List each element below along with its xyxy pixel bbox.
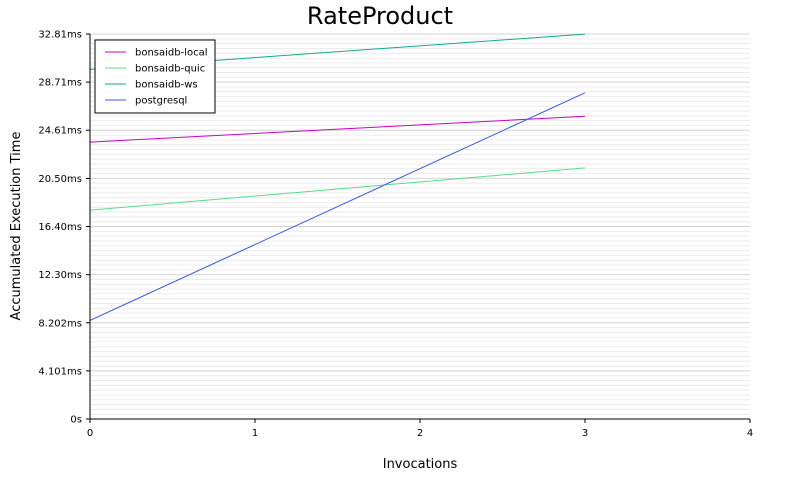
x-tick-label: 1 bbox=[252, 428, 258, 439]
legend-label-postgresql: postgresql bbox=[135, 96, 187, 107]
y-tick-label: 16.40ms bbox=[38, 222, 82, 233]
y-tick-label: 24.61ms bbox=[38, 126, 82, 137]
chart-title: RateProduct bbox=[307, 2, 453, 30]
legend-items: bonsaidb-local bonsaidb-quic bonsaidb-ws po… bbox=[105, 48, 208, 107]
y-tick-label: 4.101ms bbox=[38, 366, 82, 377]
x-tick-label: 4 bbox=[747, 428, 753, 439]
legend: bonsaidb-local bonsaidb-quic bonsaidb-ws po… bbox=[94, 39, 216, 114]
legend-label-bonsaidb-quic: bonsaidb-quic bbox=[135, 64, 205, 75]
tick-labels: 0s 4.101ms 8.202ms 12.30ms 16.40ms 20.50ms 24.… bbox=[38, 30, 753, 440]
y-tick-label: 28.71ms bbox=[38, 78, 82, 89]
y-tick-label: 20.50ms bbox=[38, 174, 82, 185]
y-tick-label: 8.202ms bbox=[38, 318, 82, 329]
y-tick-label: 0s bbox=[70, 415, 82, 426]
legend-label-bonsaidb-local: bonsaidb-local bbox=[135, 48, 208, 59]
x-tick-label: 2 bbox=[417, 428, 423, 439]
series-line-bonsaidb-quic bbox=[89, 167, 586, 211]
grid-lines bbox=[90, 33, 750, 415]
series-line-bonsaidb-local bbox=[89, 115, 586, 143]
x-tick-label: 3 bbox=[582, 428, 588, 439]
series-line-postgresql bbox=[89, 92, 586, 321]
x-tick-label: 0 bbox=[87, 428, 93, 439]
legend-label-bonsaidb-ws: bonsaidb-ws bbox=[135, 80, 198, 91]
x-axis-label: Invocations bbox=[383, 457, 458, 472]
y-tick-label: 32.81ms bbox=[38, 30, 82, 41]
y-tick-label: 12.30ms bbox=[38, 270, 82, 281]
y-axis-label: Accumulated Execution Time bbox=[9, 132, 24, 321]
